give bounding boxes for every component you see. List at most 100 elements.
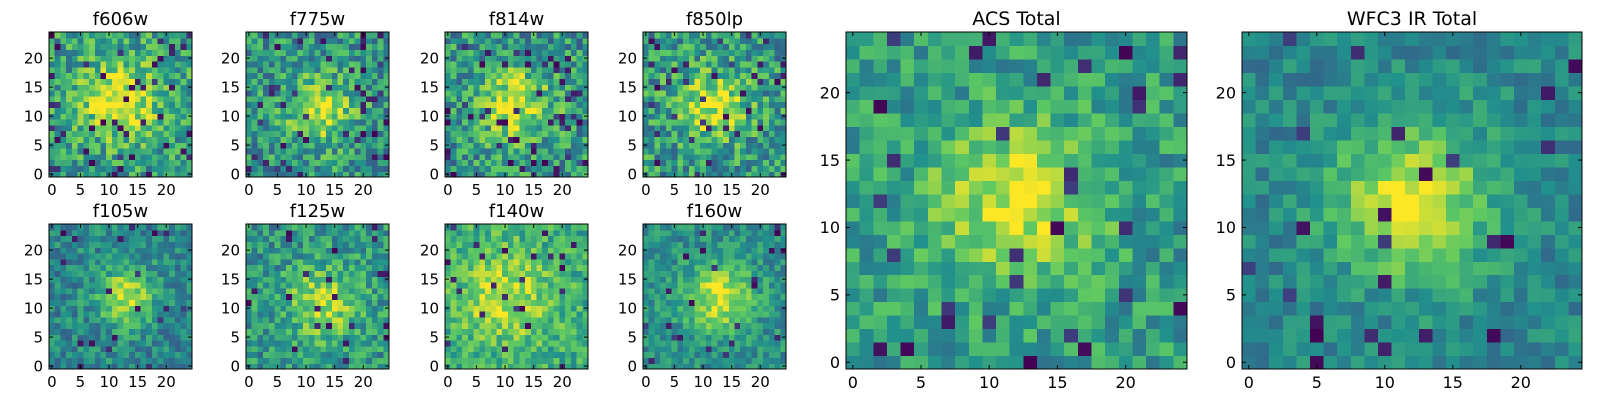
heatmap-cell [111, 311, 119, 318]
heatmap-cell [734, 61, 741, 68]
heatmap-cells [643, 224, 787, 370]
heatmap-cell [320, 37, 327, 45]
heatmap-cell [326, 247, 333, 254]
heatmap-cell [343, 235, 350, 242]
heatmap-cell [757, 287, 764, 295]
heatmap-cell [151, 247, 159, 254]
heatmap-cell [570, 142, 578, 149]
heatmap-cell [94, 305, 102, 312]
heatmap-cell [525, 241, 532, 248]
heatmap-cell [507, 107, 515, 114]
heatmap-cell [343, 148, 350, 155]
heatmap-cell [180, 229, 187, 237]
heatmap-cell [337, 316, 344, 324]
heatmap-cell [129, 345, 136, 353]
heatmap-cell [297, 282, 304, 289]
heatmap-cell [768, 293, 776, 300]
heatmap-cell [60, 78, 67, 85]
heatmap-cell [129, 43, 136, 50]
heatmap-cell [343, 43, 350, 50]
heatmap-cell [479, 95, 486, 103]
heatmap-cell [71, 37, 79, 45]
heatmap-cell [71, 66, 79, 74]
heatmap-cell [77, 165, 84, 172]
heatmap-cell [774, 334, 781, 341]
heatmap-cell [553, 159, 560, 166]
heatmap-cell [123, 119, 130, 126]
heatmap-cell [106, 95, 113, 103]
heatmap-cell [740, 78, 747, 85]
heatmap-cell [49, 264, 56, 271]
heatmap-cell [774, 165, 781, 172]
heatmap-cell [286, 357, 293, 364]
heatmap-cell [354, 136, 361, 143]
heatmap-cell [456, 55, 463, 62]
heatmap-cell [174, 165, 182, 172]
heatmap-cell [553, 311, 560, 318]
heatmap-cell [320, 334, 327, 341]
heatmap-cell [371, 159, 379, 166]
heatmap-cell [780, 136, 787, 143]
heatmap-cell [123, 136, 130, 143]
heatmap-cell [326, 49, 333, 56]
heatmap-cell [49, 328, 56, 335]
heatmap-cell [513, 345, 520, 353]
heatmap-cell [303, 345, 310, 353]
heatmap-cell [348, 95, 356, 103]
heatmap-cell [485, 171, 492, 178]
heatmap-cell [54, 61, 62, 68]
heatmap-cell [151, 340, 159, 347]
heatmap-cell [768, 171, 776, 178]
heatmap-cell [643, 351, 650, 358]
heatmap-cell [111, 264, 119, 271]
heatmap-cell [677, 61, 684, 68]
heatmap-cell [728, 148, 736, 155]
heatmap-cell [60, 165, 67, 172]
heatmap-cell [774, 90, 781, 97]
heatmap-cell [462, 119, 469, 126]
heatmap-cell [525, 287, 532, 295]
heatmap-cell [326, 101, 333, 108]
heatmap-cell [553, 43, 560, 50]
heatmap-cell [83, 43, 90, 50]
heatmap-cell [49, 61, 56, 68]
heatmap-cell [280, 253, 287, 260]
heatmap-cell [450, 171, 458, 178]
heatmap-cell [77, 253, 84, 260]
heatmap-cell [94, 153, 102, 161]
heatmap-cell [513, 282, 520, 289]
heatmap-cell [186, 287, 193, 295]
heatmap-cell [553, 363, 560, 370]
heatmap-cell [331, 43, 339, 50]
heatmap-cell [297, 66, 304, 74]
heatmap-cell [445, 37, 452, 45]
heatmap-cell [286, 340, 293, 347]
heatmap-cell [326, 264, 333, 271]
heatmap-cell [77, 72, 84, 79]
heatmap-cell [280, 340, 287, 347]
heatmap-cell [462, 66, 469, 74]
heatmap-cell [291, 148, 299, 155]
heatmap-cell [519, 72, 526, 79]
heatmap-cell [49, 340, 56, 347]
heatmap-cell [490, 357, 498, 364]
heatmap-cells [49, 224, 193, 370]
heatmap-cell [163, 119, 170, 126]
heatmap-cell [502, 61, 509, 68]
heatmap-cell [751, 61, 758, 68]
heatmap-cell [291, 322, 299, 329]
heatmap-cell [366, 72, 373, 79]
heatmap-cell [366, 148, 373, 155]
heatmap-cell [371, 258, 379, 266]
heatmap-cell [728, 293, 736, 300]
heatmap-cell [371, 107, 379, 114]
heatmap-cell [291, 159, 299, 166]
heatmap-cell [728, 159, 736, 166]
heatmap-cell [565, 153, 572, 161]
heatmap-cell [169, 276, 176, 283]
heatmap-cell [123, 49, 130, 56]
heatmap-cell [60, 357, 67, 364]
heatmap-cell [274, 340, 281, 347]
heatmap-cell [734, 340, 741, 347]
